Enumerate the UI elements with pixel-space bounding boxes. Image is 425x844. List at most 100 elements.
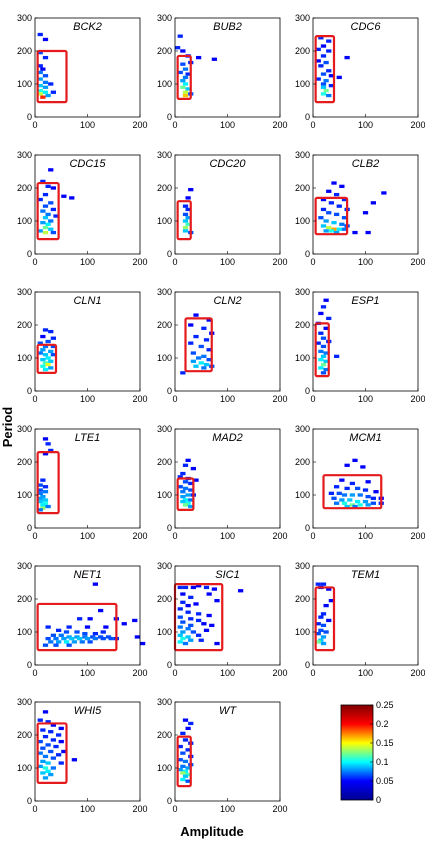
- heatmap-cell: [37, 499, 43, 504]
- heatmap-cell: [370, 201, 376, 205]
- panel-cdc15: CDC15 0 100 200 300 0 100 200: [17, 150, 148, 267]
- heatmap-cell: [318, 628, 324, 632]
- heatmap-cell: [323, 88, 329, 93]
- heatmap-cell: [56, 753, 62, 757]
- x-tick-label: 200: [410, 394, 425, 404]
- y-tick-label: 0: [305, 660, 310, 670]
- x-tick-label: 100: [358, 531, 373, 541]
- heatmap-cell: [323, 79, 329, 83]
- heatmap-cell: [188, 188, 194, 192]
- x-tick-label: 100: [80, 120, 95, 130]
- y-tick-label: 300: [157, 13, 172, 23]
- y-tick-label: 0: [167, 386, 172, 396]
- y-tick-label: 0: [305, 386, 310, 396]
- heatmap-cell: [196, 633, 202, 637]
- heatmap-cell: [40, 506, 46, 510]
- panel-title: ESP1: [351, 295, 379, 307]
- panel-cdc6: CDC6 0 100 200 300 0 100 200: [295, 13, 425, 130]
- heatmap-cell: [180, 620, 186, 624]
- heatmap-cell: [318, 615, 324, 619]
- heatmap-cell: [53, 643, 59, 647]
- heatmap-cell: [198, 344, 204, 349]
- heatmap-cell: [50, 723, 56, 727]
- x-tick-label: 200: [272, 394, 287, 404]
- heatmap-cell: [326, 49, 332, 53]
- heatmap-cell: [42, 437, 49, 441]
- heatmap-cell: [185, 72, 191, 76]
- heatmap-cell: [334, 501, 340, 505]
- heatmap-cell: [352, 504, 358, 509]
- heatmap-cell: [37, 70, 43, 75]
- heatmap-cell: [320, 635, 327, 639]
- heatmap-cell: [180, 499, 186, 504]
- x-tick-label: 0: [310, 120, 315, 130]
- heatmap-cell: [48, 772, 54, 777]
- y-tick-label: 200: [295, 183, 310, 193]
- heatmap-cell: [190, 466, 196, 471]
- panel-title: CDC15: [69, 158, 106, 170]
- heatmap-cell: [40, 478, 46, 482]
- heatmap-cell: [40, 179, 46, 184]
- heatmap-cell: [48, 219, 54, 223]
- heatmap-cell: [42, 37, 49, 42]
- heatmap-cell: [37, 197, 43, 202]
- heatmap-cell: [318, 216, 324, 220]
- heatmap-cell: [37, 64, 43, 68]
- heatmap-cell: [48, 640, 54, 644]
- heatmap-cell: [206, 318, 212, 322]
- y-tick-label: 200: [295, 320, 310, 330]
- heatmap-cell: [362, 488, 369, 492]
- heatmap-cell: [74, 630, 80, 634]
- heatmap-cell: [339, 498, 345, 502]
- heatmap-cell: [315, 622, 321, 626]
- heatmap-cell: [320, 371, 327, 375]
- panel-title: LTE1: [75, 432, 100, 444]
- panel-title: WHI5: [74, 705, 102, 717]
- heatmap-cell: [334, 212, 340, 217]
- heatmap-cell: [182, 759, 189, 764]
- heatmap-cell: [37, 341, 43, 345]
- x-tick-label: 200: [132, 120, 147, 130]
- x-tick-label: 0: [172, 668, 177, 678]
- heatmap-cell: [56, 733, 62, 737]
- heatmap-cell: [206, 613, 212, 618]
- heatmap-cell: [355, 499, 361, 504]
- x-tick-label: 100: [80, 668, 95, 678]
- heatmap-cell: [37, 88, 43, 93]
- heatmap-cell: [180, 495, 186, 499]
- heatmap-cell: [339, 222, 345, 226]
- heatmap-cell: [326, 225, 332, 230]
- y-tick-label: 0: [167, 249, 172, 259]
- heatmap-cell: [180, 751, 186, 755]
- heatmap-cell: [315, 640, 321, 644]
- heatmap-cell: [177, 475, 183, 479]
- heatmap-cell: [42, 225, 49, 230]
- heatmap-cell: [180, 764, 186, 768]
- heatmap-cell: [182, 204, 189, 208]
- x-tick-label: 0: [32, 120, 37, 130]
- heatmap-cell: [182, 90, 189, 94]
- x-tick-label: 200: [272, 668, 287, 678]
- heatmap-cell: [45, 339, 51, 344]
- heatmap-cell: [201, 354, 207, 358]
- heatmap-cell: [334, 485, 340, 489]
- heatmap-cell: [190, 630, 196, 634]
- heatmap-cell: [45, 761, 51, 765]
- panel-mcm1: MCM1 0 100 200 300 0 100 200: [295, 424, 425, 541]
- y-tick-label: 300: [295, 13, 310, 23]
- heatmap-cell: [58, 633, 64, 637]
- heatmap-cell: [50, 633, 56, 637]
- heatmap-cell: [365, 503, 371, 507]
- heatmap-cell: [315, 582, 321, 586]
- x-tick-label: 0: [172, 120, 177, 130]
- heatmap-cell: [193, 334, 199, 339]
- x-tick-label: 100: [358, 257, 373, 267]
- y-tick-label: 0: [27, 112, 32, 122]
- panel-esp1: ESP1 0 100 200 300 0 100 200: [295, 287, 425, 404]
- highlight-box: [36, 722, 68, 784]
- x-tick-label: 100: [80, 531, 95, 541]
- heatmap-cell: [37, 84, 43, 88]
- x-tick-label: 0: [172, 804, 177, 814]
- heatmap-cell: [40, 503, 46, 507]
- heatmap-cell: [74, 635, 80, 639]
